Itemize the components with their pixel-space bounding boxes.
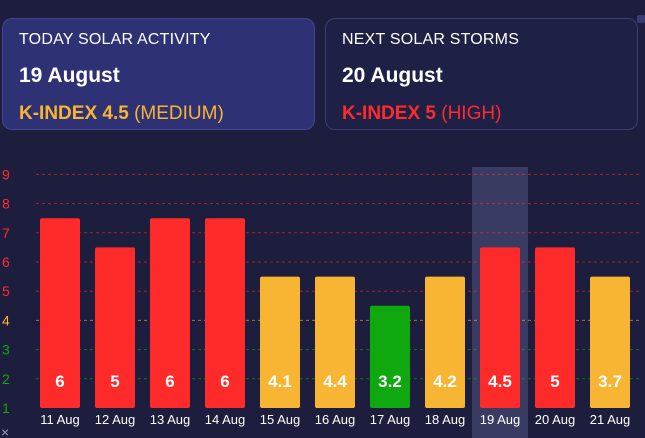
corner-label: × (1, 424, 9, 438)
bar-value-label: 5 (550, 372, 559, 391)
today-date: 19 August (19, 64, 120, 87)
bar-value-label: 4.4 (323, 372, 347, 391)
bar (535, 247, 575, 408)
bar-value-label: 3.2 (378, 372, 402, 391)
bar (150, 218, 190, 408)
bar (590, 276, 630, 408)
bar (260, 276, 300, 408)
today-level: (MEDIUM) (134, 103, 224, 124)
y-tick-label: 7 (2, 225, 10, 241)
next-storms-card: NEXT SOLAR STORMS 20 August K-INDEX 5 (H… (325, 18, 638, 130)
y-tick-label: 9 (2, 166, 10, 182)
bar-value-label: 6 (165, 372, 174, 391)
x-tick-label: 14 Aug (205, 412, 246, 427)
next-level: (HIGH) (441, 103, 502, 124)
y-tick-label: 4 (2, 312, 10, 328)
x-tick-label: 18 Aug (425, 412, 466, 427)
x-tick-label: 19 Aug (480, 412, 521, 427)
y-tick-label: 8 (2, 196, 10, 212)
today-activity-card: TODAY SOLAR ACTIVITY 19 August K-INDEX 4… (2, 18, 315, 130)
next-heading: NEXT SOLAR STORMS (342, 31, 520, 48)
bar (205, 218, 245, 408)
y-tick-label: 5 (2, 283, 10, 299)
x-tick-label: 17 Aug (370, 412, 411, 427)
bar-value-label: 5 (110, 372, 119, 391)
next-date: 20 August (342, 64, 443, 87)
bar (370, 305, 410, 408)
bar (315, 276, 355, 408)
y-tick-label: 1 (2, 400, 10, 416)
bar (95, 247, 135, 408)
y-tick-label: 2 (2, 371, 10, 387)
bar-value-label: 4.2 (433, 372, 457, 391)
y-tick-label: 6 (2, 254, 10, 270)
bar-value-label: 6 (220, 372, 229, 391)
x-tick-label: 15 Aug (260, 412, 301, 427)
bar (480, 247, 520, 408)
x-tick-label: 21 Aug (590, 412, 631, 427)
x-tick-label: 11 Aug (40, 412, 80, 427)
today-heading: TODAY SOLAR ACTIVITY (19, 31, 211, 48)
next-kindex: K-INDEX 5 (342, 103, 436, 124)
today-kindex-line: K-INDEX 4.5 (MEDIUM) (19, 103, 298, 125)
x-tick-label: 20 Aug (535, 412, 576, 427)
x-tick-label: 16 Aug (315, 412, 356, 427)
bar-value-label: 3.7 (598, 372, 622, 391)
bar (40, 218, 80, 408)
x-tick-label: 13 Aug (150, 412, 191, 427)
y-tick-label: 3 (2, 342, 10, 358)
bar-value-label: 4.5 (488, 372, 512, 391)
x-tick-label: 12 Aug (95, 412, 136, 427)
bar (425, 276, 465, 408)
bar-value-label: 4.1 (268, 372, 292, 391)
bar-value-label: 6 (55, 372, 64, 391)
corner-square-icon (637, 15, 645, 23)
next-kindex-line: K-INDEX 5 (HIGH) (342, 103, 621, 125)
today-kindex: K-INDEX 4.5 (19, 103, 129, 124)
